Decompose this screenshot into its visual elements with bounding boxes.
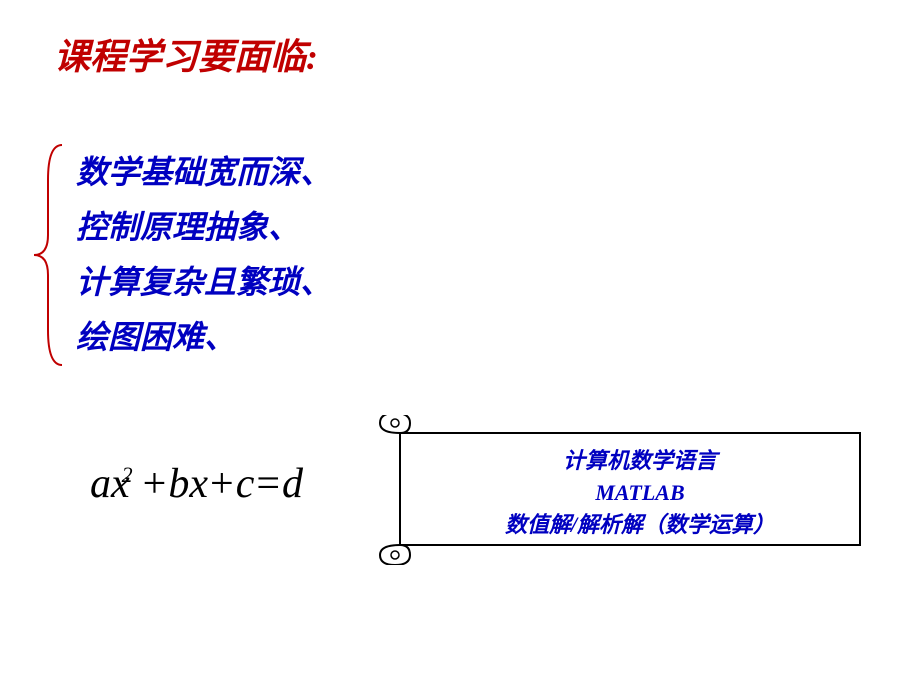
- scroll-line2: MATLAB: [420, 477, 860, 509]
- scroll-callout: 计算机数学语言 MATLAB 数值解/解析解（数学运算）: [370, 415, 870, 565]
- eq-c: c: [236, 461, 255, 507]
- brace-list-group: 数学基础宽而深、 控制原理抽象、 计算复杂且繁琐、 绘图困难、: [30, 140, 332, 370]
- eq-plus2: +: [210, 461, 234, 507]
- list-item: 绘图困难、: [76, 310, 332, 365]
- eq-d: d: [282, 461, 303, 507]
- list-item: 控制原理抽象、: [76, 200, 332, 255]
- challenge-list: 数学基础宽而深、 控制原理抽象、 计算复杂且繁琐、 绘图困难、: [76, 145, 332, 365]
- scroll-text: 计算机数学语言 MATLAB 数值解/解析解（数学运算）: [420, 445, 860, 541]
- eq-plus1: +: [143, 461, 167, 507]
- list-item: 计算复杂且繁琐、: [76, 255, 332, 310]
- eq-b: b: [168, 461, 189, 507]
- scroll-line1: 计算机数学语言: [420, 445, 860, 477]
- eq-a: a: [90, 461, 111, 507]
- left-brace-icon: [30, 140, 70, 370]
- scroll-line3: 数值解/解析解（数学运算）: [420, 509, 860, 541]
- eq-x2: x: [189, 461, 208, 507]
- quadratic-equation: ax2+bx+c=d: [90, 460, 303, 508]
- page-title: 课程学习要面临:: [54, 28, 318, 80]
- eq-exp: 2: [122, 462, 133, 487]
- eq-equals: =: [256, 461, 280, 507]
- list-item: 数学基础宽而深、: [76, 145, 332, 200]
